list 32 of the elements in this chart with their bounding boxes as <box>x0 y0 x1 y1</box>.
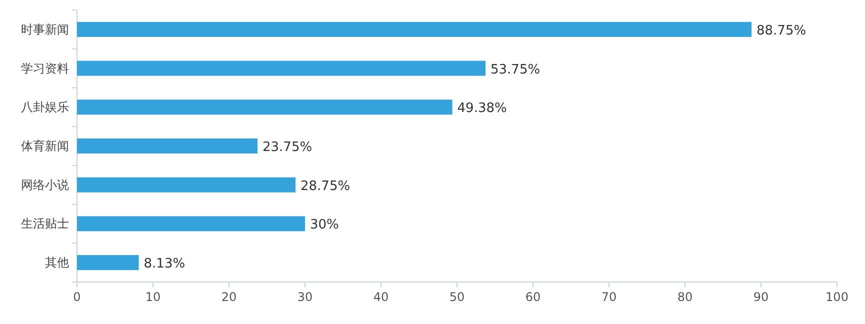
x-tick-label: 0 <box>73 290 81 304</box>
bar <box>77 60 486 76</box>
x-tick-label: 10 <box>145 290 161 304</box>
y-tick-label: 其他 <box>45 256 69 270</box>
data-label: 53.75% <box>490 62 540 78</box>
y-tick-label: 学习资料 <box>21 61 69 76</box>
bar <box>77 177 296 192</box>
data-label: 30% <box>310 218 339 233</box>
x-tick-label: 70 <box>601 290 617 304</box>
y-tick-label: 体育新闻 <box>21 139 69 153</box>
x-tick-label: 60 <box>525 290 541 304</box>
x-tick-label: 50 <box>449 290 465 304</box>
data-label: 28.75% <box>300 178 350 194</box>
x-tick-label: 40 <box>373 290 389 304</box>
bar <box>77 255 139 270</box>
bar <box>77 22 752 37</box>
x-tick-label: 20 <box>221 290 237 304</box>
data-label: 8.13% <box>144 256 186 272</box>
x-tick-label: 30 <box>297 290 313 304</box>
data-label: 49.38% <box>457 101 507 116</box>
bar <box>77 138 258 154</box>
y-tick-label: 生活贴士 <box>21 216 69 231</box>
y-tick-label: 八卦娱乐 <box>21 100 69 114</box>
x-tick-label: 100 <box>826 290 848 304</box>
bar <box>77 100 452 115</box>
y-tick-label: 时事新闻 <box>21 22 69 36</box>
x-tick-label: 90 <box>753 290 769 304</box>
bar <box>77 216 305 232</box>
x-tick-label: 80 <box>677 290 693 304</box>
y-tick-label: 网络小说 <box>21 178 69 192</box>
data-label: 23.75% <box>262 140 312 155</box>
data-label: 88.75% <box>756 23 806 38</box>
